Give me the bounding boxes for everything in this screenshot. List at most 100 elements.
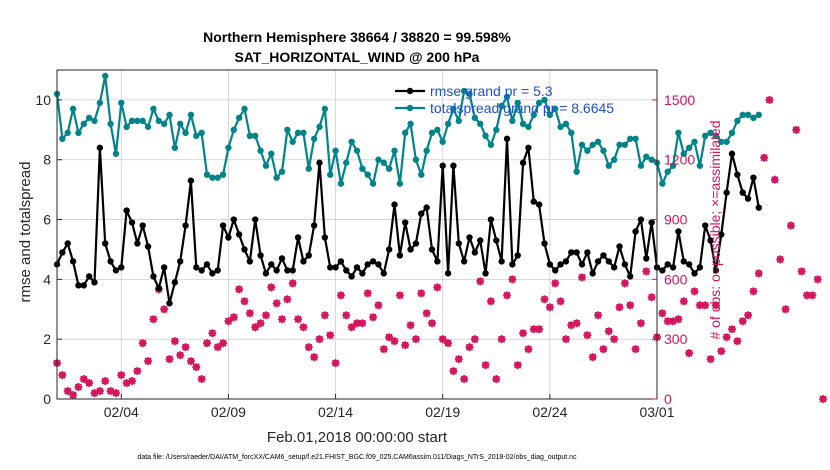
series-0-point-101	[594, 258, 602, 265]
possible-point-44	[289, 279, 297, 287]
series-1-point-15	[134, 117, 141, 125]
series-1-point-130	[750, 114, 757, 122]
possible-point-8	[96, 387, 104, 395]
plot-area	[56, 69, 658, 400]
series-0-point-63	[391, 201, 398, 208]
series-0-point-68	[418, 210, 425, 217]
series-0-point-15	[134, 240, 141, 247]
possible-point-94	[557, 297, 565, 305]
series-1-point-88	[525, 123, 532, 131]
series-0-point-71	[434, 258, 441, 265]
possible-point-76	[460, 375, 468, 383]
series-0-point-9	[102, 240, 109, 247]
possible-point-9	[101, 377, 109, 385]
assimilated-point-44	[288, 279, 297, 288]
series-1-point-21	[166, 111, 173, 119]
x-tick-label-1: 02/09	[211, 404, 246, 420]
assimilated-point-47	[304, 343, 313, 352]
assimilated-point-87	[519, 329, 528, 338]
series-1-point-57	[359, 165, 366, 172]
series-0-point-88	[525, 144, 532, 151]
series-1-point-109	[637, 162, 645, 169]
possible-point-46	[299, 323, 307, 331]
possible-point-14	[128, 377, 136, 385]
assimilated-point-16	[138, 339, 147, 348]
assimilated-point-50	[320, 311, 329, 320]
assimilated-point-107	[626, 301, 635, 310]
assimilated-point-95	[561, 335, 570, 344]
assimilated-point-22	[170, 337, 179, 346]
series-1-point-127	[734, 117, 741, 125]
series-1-point-65	[402, 129, 409, 137]
assimilated-point-36	[245, 309, 254, 318]
possible-point-53	[337, 291, 345, 299]
assimilated-point-40	[267, 283, 276, 292]
possible-point-62	[385, 333, 393, 341]
possible-point-101	[594, 311, 602, 319]
possible-point-55	[348, 323, 356, 331]
series-0-point-21	[166, 300, 173, 307]
series-1-point-95	[562, 120, 570, 128]
assimilated-point-45	[294, 315, 303, 324]
possible-point-79	[476, 277, 484, 285]
series-0-point-81	[487, 216, 495, 223]
series-1-point-70	[428, 129, 436, 137]
possible-point-77	[466, 343, 473, 351]
assimilated-point-92	[545, 303, 554, 312]
series-0-point-45	[294, 234, 302, 241]
possible-point-81	[487, 297, 495, 305]
possible-point-12	[117, 371, 125, 379]
assimilated-point-4	[74, 383, 83, 392]
series-0-point-36	[246, 258, 254, 265]
series-1-point-37	[252, 132, 259, 139]
assimilated-point-121	[701, 301, 710, 310]
series-1-point-36	[246, 132, 254, 139]
series-0-point-93	[552, 267, 559, 274]
assimilated-point-91	[540, 295, 549, 304]
assimilated-point-93	[551, 279, 560, 288]
series-1-point-58	[364, 171, 371, 178]
series-1-point-111	[648, 156, 655, 163]
assimilated-point-118	[685, 349, 694, 358]
assimilated-point-78	[470, 335, 479, 344]
possible-point-82	[492, 375, 500, 383]
possible-point-57	[358, 319, 366, 327]
possible-point-56	[353, 319, 361, 327]
series-1-point-53	[337, 180, 345, 187]
series-0-point-115	[669, 264, 677, 271]
series-1-point-22	[171, 144, 179, 151]
series-0-point-26	[193, 264, 200, 271]
assimilated-point-86	[513, 361, 522, 370]
possible-point-70	[428, 319, 436, 327]
possible-point-86	[514, 361, 522, 369]
series-0-point-75	[455, 240, 462, 247]
possible-point-66	[407, 321, 415, 329]
assimilated-point-60	[374, 301, 383, 310]
assimilated-point-1	[58, 371, 67, 380]
possible-point-47	[305, 343, 313, 351]
possible-point-5	[80, 375, 88, 383]
series-1-point-32	[225, 144, 232, 151]
assimilated-point-104	[610, 335, 619, 344]
assimilated-point-70	[428, 319, 436, 328]
possible-point-113	[658, 309, 666, 317]
series-0-point-62	[385, 246, 393, 253]
series-1-point-85	[509, 117, 516, 125]
series-0-point-110	[643, 255, 650, 262]
assimilated-point-48	[310, 353, 319, 362]
assimilated-point-101	[594, 311, 603, 320]
possible-point-91	[541, 295, 548, 303]
y-tick-label-4: 8	[43, 152, 51, 168]
series-0-point-3	[69, 258, 77, 265]
series-0-point-35	[241, 246, 248, 253]
possible-point-125	[723, 333, 731, 341]
possible-point-136	[782, 305, 790, 313]
series-1-point-119	[691, 138, 698, 145]
possible-point-36	[246, 309, 254, 317]
assimilated-point-9	[101, 377, 110, 386]
possible-point-97	[573, 319, 581, 327]
assimilated-point-111	[647, 293, 656, 302]
assimilated-point-131	[754, 269, 763, 278]
series-0-point-1	[59, 249, 66, 256]
assimilated-point-46	[299, 323, 308, 332]
